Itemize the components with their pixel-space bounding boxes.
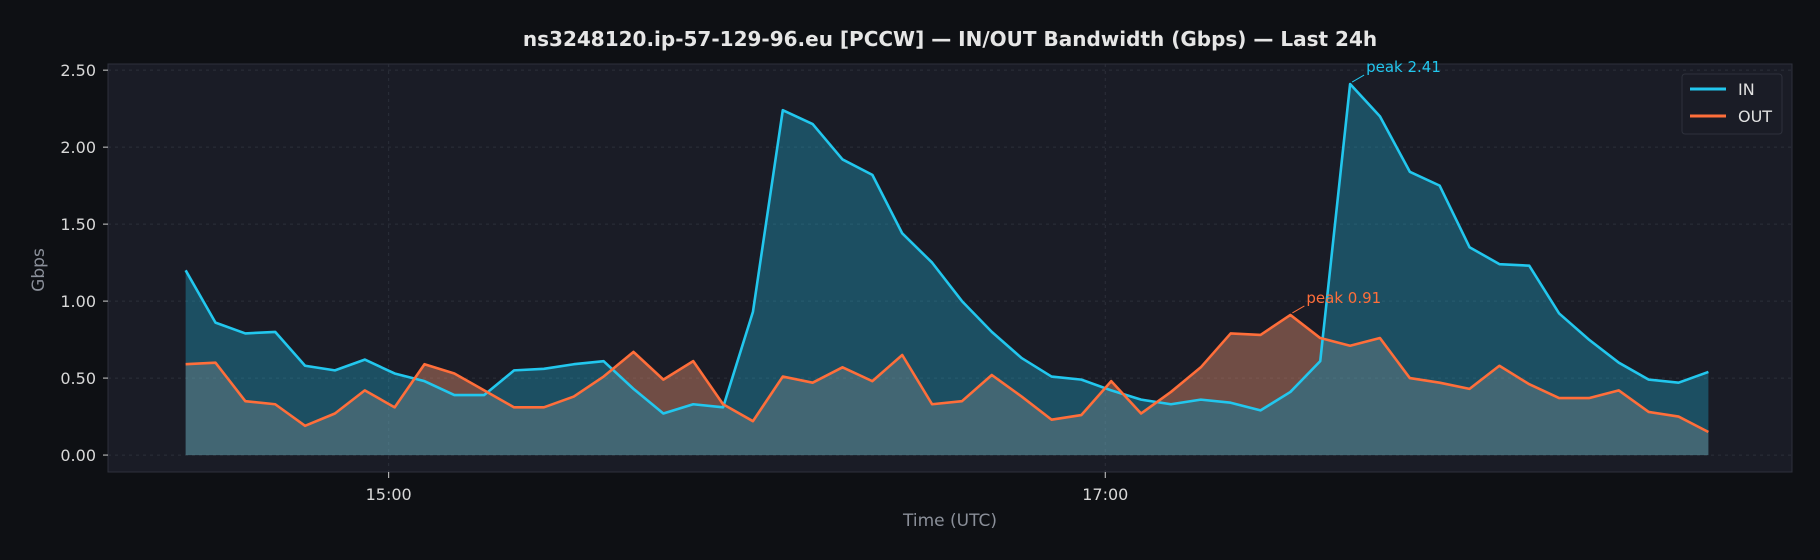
y-tick-label: 0.50 (60, 369, 96, 388)
annotation-pointer (1292, 305, 1305, 314)
series-lines (184, 82, 1709, 434)
chart-title: ns3248120.ip-57-129-96.eu [PCCW] — IN/OU… (523, 27, 1377, 51)
legend-in-label: IN (1738, 80, 1755, 99)
y-tick-label: 1.00 (60, 292, 96, 311)
x-axis-label: Time (UTC) (902, 511, 997, 531)
out-exceeds-in-region (1156, 314, 1323, 411)
y-tick-label: 0.00 (60, 446, 96, 465)
x-tick-label: 17:00 (1082, 485, 1128, 504)
annotation-label: peak 0.91 (1306, 289, 1381, 307)
area-fills (185, 84, 1709, 456)
annotation-label: peak 2.41 (1366, 58, 1441, 76)
out-area (185, 314, 1709, 456)
annotations: peak 2.41 peak 0.91 (1292, 58, 1441, 314)
series-line-in (184, 82, 1709, 415)
legend: IN OUT (1681, 73, 1783, 135)
x-axis-ticks: 15:00 17:00 (366, 472, 1128, 504)
x-tick-label: 15:00 (366, 485, 412, 504)
legend-out-label: OUT (1738, 107, 1772, 126)
y-tick-label: 1.50 (60, 215, 96, 234)
annotation-pointer (1351, 74, 1365, 83)
y-tick-label: 2.50 (60, 61, 96, 80)
y-axis-label: Gbps (29, 248, 49, 292)
y-tick-label: 2.00 (60, 138, 96, 157)
y-axis-ticks: 0.00 0.50 1.00 1.50 2.00 2.50 (60, 61, 108, 465)
in-area (185, 84, 1709, 456)
grid (108, 64, 1792, 472)
out-exceeds-in-region (414, 364, 488, 396)
series-line-out (185, 313, 1709, 434)
